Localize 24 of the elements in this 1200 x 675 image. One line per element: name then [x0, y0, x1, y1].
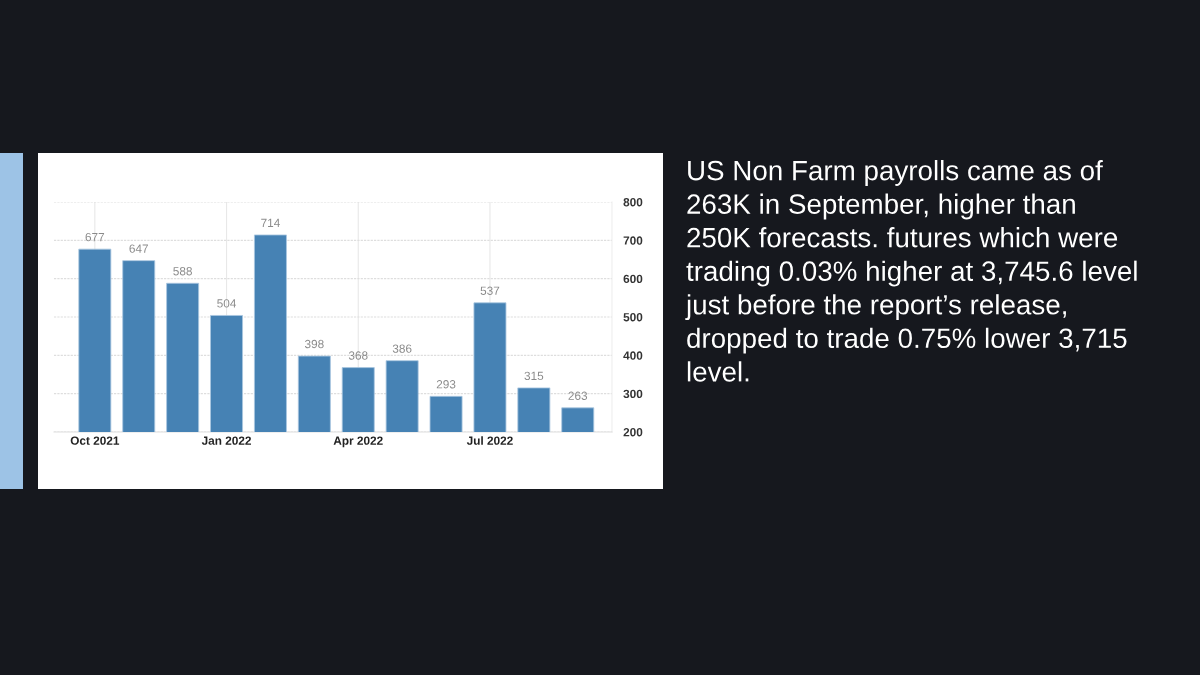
data-label: 315: [524, 371, 544, 381]
data-label: 647: [129, 244, 148, 253]
data-label: 398: [304, 339, 324, 349]
y-tick-label: 200: [623, 428, 643, 437]
data-label: 293: [436, 380, 456, 389]
data-label: 368: [348, 351, 368, 360]
y-tick-label: 500: [623, 313, 643, 322]
x-tick-label: Oct 2021: [70, 436, 120, 445]
y-tick-label: 800: [623, 198, 643, 207]
data-label: 677: [85, 232, 105, 242]
x-tick-label: Apr 2022: [333, 436, 383, 448]
text: US Non Farm payrolls came as of 263K in September, higher than 250K forecasts. futures which were trading 0.03% higher at 3,745.6 level just before the report’s release, dropped to trade 0.75% lower 3,715 level.: [685, 160, 1137, 382]
y-tick-label: 600: [623, 274, 643, 284]
x-tick-label: Jul 2022: [466, 436, 513, 445]
y-tick-label: 700: [623, 236, 643, 245]
data-label: 263: [568, 391, 588, 400]
data-label: 714: [261, 218, 280, 227]
data-label: 588: [173, 267, 192, 276]
data-label: 386: [392, 344, 412, 353]
data-label: 537: [480, 286, 500, 295]
data-label: 504: [217, 299, 237, 308]
x-tick-label: Jan 2022: [201, 436, 252, 445]
y-tick-label: 300: [623, 389, 643, 399]
y-tick-label: 400: [623, 351, 643, 360]
